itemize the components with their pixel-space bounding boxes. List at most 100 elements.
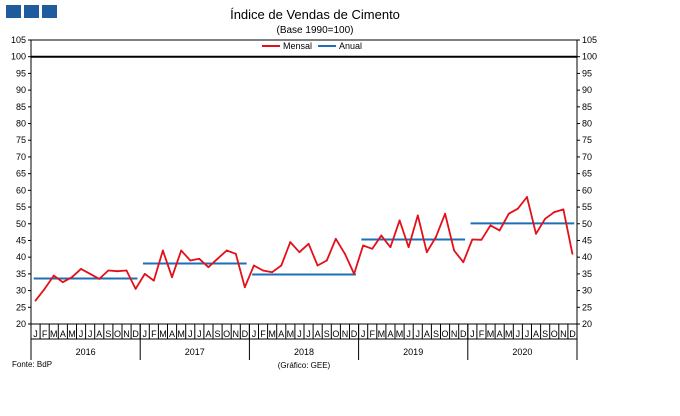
month-label: J	[525, 329, 530, 339]
month-label: A	[533, 329, 539, 339]
credit-note: (Gráfico: GEE)	[278, 361, 331, 370]
y-tick-label-left: 100	[11, 52, 26, 62]
month-label: M	[396, 329, 404, 339]
month-label: M	[268, 329, 276, 339]
month-label: N	[123, 329, 130, 339]
month-label: A	[424, 329, 430, 339]
year-label: 2019	[403, 347, 423, 357]
mensal-point	[143, 272, 146, 275]
month-label: F	[151, 329, 157, 339]
month-label: J	[470, 329, 475, 339]
month-label: F	[42, 329, 48, 339]
y-tick-label-left: 90	[16, 85, 26, 95]
month-label: M	[50, 329, 58, 339]
y-tick-label-right: 30	[582, 286, 592, 296]
y-tick-label-left: 25	[16, 302, 26, 312]
mensal-point	[89, 272, 92, 275]
mensal-point	[298, 251, 301, 254]
y-axis-right: 20 25 30 35 40 45 50 55 60 65 70 75 80 85 90 95 100 105	[577, 35, 597, 329]
mensal-point	[407, 246, 410, 249]
y-tick-label-left: 45	[16, 235, 26, 245]
y-tick-label-right: 70	[582, 152, 592, 162]
mensal-point	[398, 219, 401, 222]
y-tick-label-left: 80	[16, 119, 26, 129]
month-label: M	[159, 329, 167, 339]
month-label: A	[387, 329, 393, 339]
month-label: F	[370, 329, 376, 339]
month-label: J	[406, 329, 411, 339]
month-label: S	[542, 329, 548, 339]
mensal-point	[98, 277, 101, 280]
y-tick-label-left: 105	[11, 35, 26, 45]
mensal-point	[362, 244, 365, 247]
y-tick-label-right: 80	[582, 119, 592, 129]
mensal-point	[180, 249, 183, 252]
y-tick-label-right: 50	[582, 219, 592, 229]
mensal-point	[216, 257, 219, 260]
y-tick-label-right: 40	[582, 252, 592, 262]
month-label: J	[33, 329, 38, 339]
mensal-point	[52, 274, 55, 277]
mensal-line-path	[34, 196, 574, 302]
year-label: 2018	[294, 347, 314, 357]
y-tick-label-right: 45	[582, 235, 592, 245]
mensal-point	[316, 264, 319, 267]
mensal-point	[243, 286, 246, 289]
mensal-point	[198, 257, 201, 260]
month-label: J	[297, 329, 302, 339]
y-tick-label-left: 85	[16, 102, 26, 112]
mensal-point	[225, 249, 228, 252]
logo-square	[6, 5, 21, 18]
mensal-point	[43, 288, 46, 290]
mensal-point	[562, 208, 565, 211]
y-tick-label-right: 60	[582, 185, 592, 195]
year-label: 2020	[512, 347, 532, 357]
y-tick-label-right: 95	[582, 68, 592, 78]
plot-frame	[30, 39, 578, 325]
month-label: N	[233, 329, 240, 339]
month-label: M	[505, 329, 513, 339]
mensal-point	[462, 261, 465, 264]
month-label: M	[177, 329, 185, 339]
brand-logo	[6, 5, 57, 18]
y-axis-left: 20 25 30 35 40 45 50 55 60 65 70 75 80 85 90 95 100 105	[11, 35, 31, 329]
month-label: J	[252, 329, 257, 339]
month-label: M	[68, 329, 76, 339]
mensal-point	[80, 267, 82, 270]
mensal-point	[271, 271, 274, 274]
y-tick-label-left: 20	[16, 319, 26, 329]
month-label: S	[215, 329, 221, 339]
mensal-point	[389, 246, 392, 249]
month-label: A	[315, 329, 321, 339]
month-label: J	[88, 329, 93, 339]
month-label: M	[378, 329, 386, 339]
y-tick-label-right: 20	[582, 319, 592, 329]
y-tick-label-right: 85	[582, 102, 592, 112]
month-label: J	[306, 329, 311, 339]
month-label: A	[60, 329, 66, 339]
mensal-point	[334, 237, 337, 240]
month-label: A	[205, 329, 211, 339]
month-label: A	[278, 329, 284, 339]
month-label: D	[351, 329, 358, 339]
month-label: A	[497, 329, 503, 339]
month-label: F	[260, 329, 266, 339]
mensal-point	[116, 270, 119, 273]
month-label: S	[433, 329, 439, 339]
y-tick-label-right: 55	[582, 202, 592, 212]
legend: Mensal Anual	[262, 41, 362, 51]
source-note: Fonte: BdP	[12, 360, 52, 369]
month-label: J	[188, 329, 193, 339]
mensal-point	[516, 207, 519, 210]
mensal-point	[526, 196, 528, 198]
month-label: S	[105, 329, 111, 339]
mensal-point	[498, 229, 501, 232]
mensal-point	[571, 252, 574, 255]
y-tick-label-left: 60	[16, 185, 26, 195]
mensal-point	[435, 236, 437, 239]
logo-square	[24, 5, 39, 18]
month-label: M	[487, 329, 495, 339]
legend-label-mensal: Mensal	[283, 41, 312, 51]
mensal-point	[34, 299, 37, 302]
